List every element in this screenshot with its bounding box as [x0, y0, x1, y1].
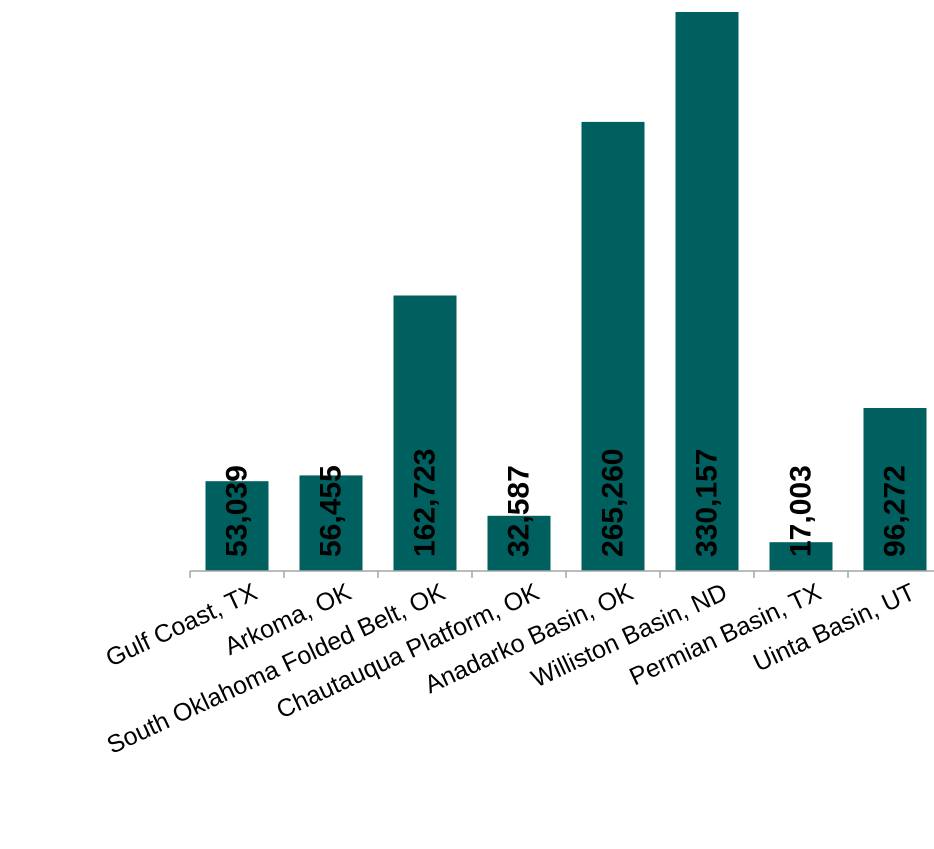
- bar-0: [205, 481, 269, 571]
- bar-3: [487, 515, 551, 571]
- data-label-6: 17,003: [785, 465, 818, 557]
- data-label-0: 53,039: [221, 465, 254, 557]
- bar-5: [675, 12, 739, 571]
- data-label-2: 162,723: [409, 449, 442, 557]
- bar-6: [769, 542, 833, 571]
- data-label-3: 32,587: [503, 465, 536, 557]
- bar-7: [863, 408, 927, 571]
- data-label-1: 56,455: [315, 465, 348, 557]
- bars-group: [205, 12, 927, 572]
- data-labels-group: 53,039 56,455 162,723 32,587 265,260 330,157 1…: [221, 449, 912, 557]
- bar-2: [393, 295, 457, 571]
- data-label-4: 265,260: [597, 449, 630, 557]
- bar-4: [581, 121, 645, 572]
- x-axis: [189, 570, 934, 578]
- data-label-5: 330,157: [691, 449, 724, 557]
- category-label-7: Uinta Basin, UT: [749, 578, 919, 677]
- bar-1: [299, 475, 363, 571]
- data-label-7: 96,272: [879, 465, 912, 557]
